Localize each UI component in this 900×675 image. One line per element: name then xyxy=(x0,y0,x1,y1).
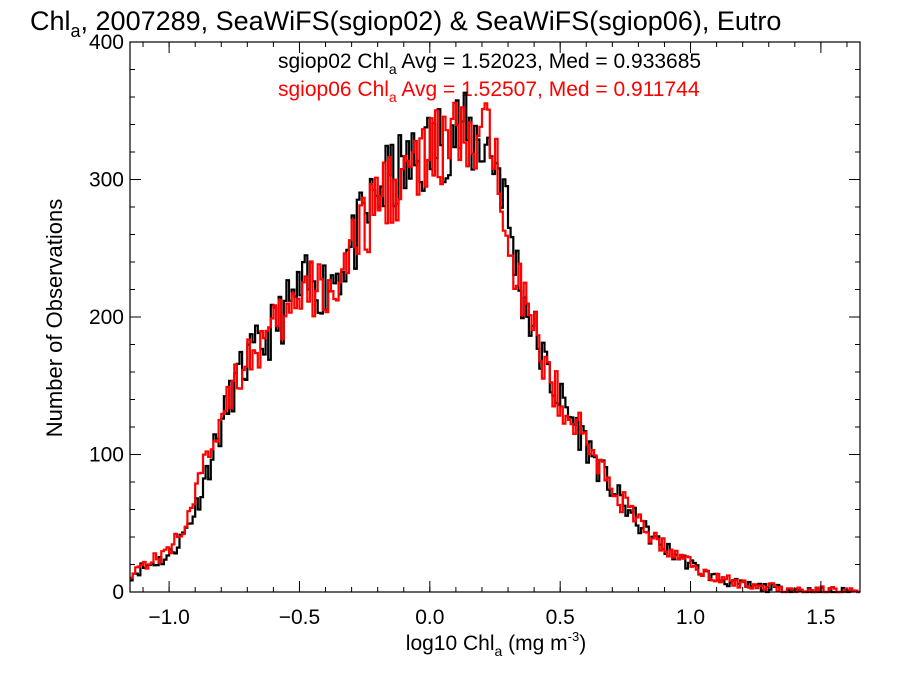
x-tick-label: 0.5 xyxy=(546,606,575,629)
x-tick-label: −0.5 xyxy=(279,606,320,629)
y-tick-label: 0 xyxy=(112,581,124,604)
series-annotation-sgiop06: sgiop06 Chla Avg = 1.52507, Med = 0.9117… xyxy=(278,78,700,105)
series-layer xyxy=(130,91,860,594)
x-tick-label: −1.0 xyxy=(148,606,189,629)
y-tick-label: 100 xyxy=(89,444,124,467)
x-axis-label: log10 Chla (mg m-3) xyxy=(406,629,586,659)
y-tick-label: 200 xyxy=(89,306,124,329)
x-tick-label: 0.0 xyxy=(415,606,444,629)
chart-title: Chla, 2007289, SeaWiFS(sgiop02) & SeaWiF… xyxy=(30,6,781,41)
series-annotation-sgiop02: sgiop02 Chla Avg = 1.52023, Med = 0.9336… xyxy=(278,50,701,77)
series-line-sgiop02 xyxy=(130,91,860,594)
axes-layer: −1.0 −0.5 0.0 0.5 1.0 1.5 0 100 200 300 400 xyxy=(89,31,861,629)
x-tick-label: 1.5 xyxy=(806,606,835,629)
plot-frame xyxy=(129,41,861,593)
y-tick-label: 300 xyxy=(89,169,124,192)
x-tick-label: 1.0 xyxy=(676,606,705,629)
y-tick-label: 400 xyxy=(89,31,124,54)
series-line-sgiop06 xyxy=(130,101,860,594)
y-axis-label: Number of Observations xyxy=(42,199,67,437)
